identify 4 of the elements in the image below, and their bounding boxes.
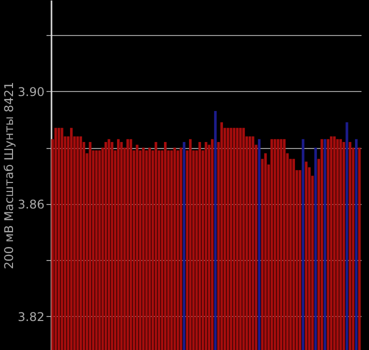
y-tick-label: 3.86: [18, 197, 44, 212]
y-tick-label: 3.82: [18, 310, 44, 324]
y-tick-label: 3.90: [18, 84, 44, 99]
y-axis-title: 200 мВ Масштаб Шунты 8421: [2, 82, 16, 270]
